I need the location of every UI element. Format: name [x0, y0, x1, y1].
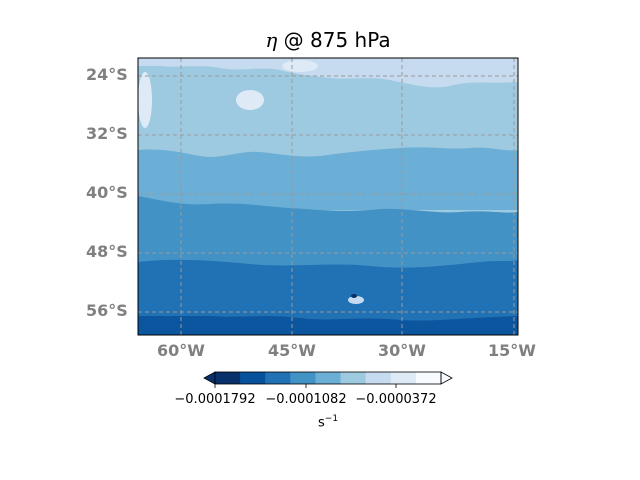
light-patch	[348, 296, 364, 304]
map-frame	[137, 57, 519, 336]
colorbar-frame	[214, 371, 442, 385]
colorbar-tick-label: −0.0001082	[265, 392, 347, 407]
colorbar-extend-low	[203, 371, 216, 385]
lat-label: 48°S	[86, 242, 128, 261]
lon-label: 30°W	[378, 341, 426, 360]
colorbar-swatch	[215, 372, 241, 384]
title-text: @ 875 hPa	[277, 28, 391, 52]
colorbar-extend-high	[440, 371, 453, 385]
light-patch	[236, 90, 264, 110]
dark-patch	[351, 294, 357, 298]
colorbar-swatch	[315, 372, 342, 384]
colorbar-swatch	[365, 372, 392, 384]
lon-label: 45°W	[268, 341, 316, 360]
colorbar-tick-label: −0.0000372	[355, 392, 437, 407]
unit-exponent: −1	[324, 414, 339, 424]
title-symbol: η	[265, 28, 278, 52]
colorbar	[203, 371, 453, 388]
contour-band-middle	[138, 147, 518, 210]
contour-band-darkest	[138, 316, 518, 335]
colorbar-swatch	[290, 372, 316, 384]
contour-band-deep	[138, 259, 518, 335]
light-patch	[282, 60, 318, 72]
lat-label: 24°S	[86, 65, 128, 84]
contour-band-light-north	[138, 58, 518, 88]
coastal-light-patch	[138, 72, 152, 128]
colorbar-swatch	[415, 372, 442, 384]
map-title: η @ 875 hPa	[0, 28, 640, 52]
lat-label: 40°S	[86, 183, 128, 202]
colorbar-swatch	[265, 372, 291, 384]
lat-label: 56°S	[86, 301, 128, 320]
colorbar-swatch	[240, 372, 266, 384]
lat-label: 32°S	[86, 124, 128, 143]
colorbar-unit: s−1	[318, 414, 338, 430]
unit-base: s	[318, 415, 325, 431]
lon-label: 60°W	[157, 341, 205, 360]
colorbar-tick-label: −0.0001792	[174, 392, 256, 407]
gridlines	[138, 58, 518, 335]
lon-label: 15°W	[488, 341, 536, 360]
colorbar-swatch	[340, 372, 367, 384]
contour-band-upper	[138, 66, 518, 120]
colorbar-swatch	[390, 372, 417, 384]
contour-field	[138, 58, 518, 335]
